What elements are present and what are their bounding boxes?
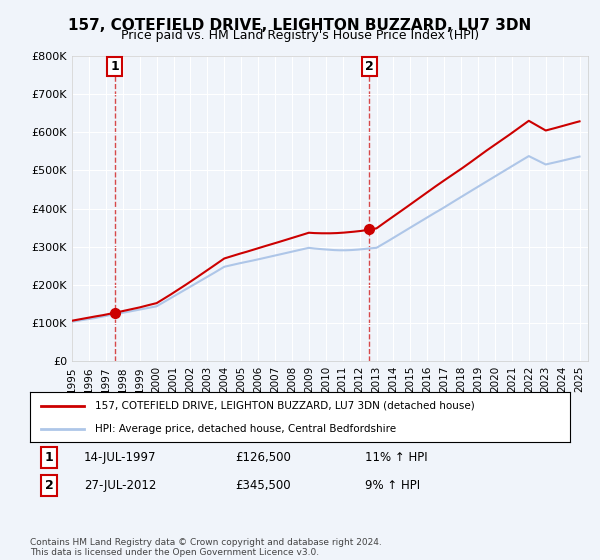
Text: £126,500: £126,500 (235, 451, 291, 464)
Text: 1: 1 (110, 60, 119, 73)
Text: HPI: Average price, detached house, Central Bedfordshire: HPI: Average price, detached house, Cent… (95, 424, 396, 434)
Text: 11% ↑ HPI: 11% ↑ HPI (365, 451, 427, 464)
Text: 157, COTEFIELD DRIVE, LEIGHTON BUZZARD, LU7 3DN: 157, COTEFIELD DRIVE, LEIGHTON BUZZARD, … (68, 18, 532, 33)
Text: £345,500: £345,500 (235, 479, 291, 492)
Text: 2: 2 (365, 60, 374, 73)
Text: 27-JUL-2012: 27-JUL-2012 (84, 479, 157, 492)
Text: 2: 2 (44, 479, 53, 492)
Text: Price paid vs. HM Land Registry's House Price Index (HPI): Price paid vs. HM Land Registry's House … (121, 29, 479, 42)
Text: 1: 1 (44, 451, 53, 464)
Text: 157, COTEFIELD DRIVE, LEIGHTON BUZZARD, LU7 3DN (detached house): 157, COTEFIELD DRIVE, LEIGHTON BUZZARD, … (95, 400, 475, 410)
Text: Contains HM Land Registry data © Crown copyright and database right 2024.
This d: Contains HM Land Registry data © Crown c… (30, 538, 382, 557)
Text: 9% ↑ HPI: 9% ↑ HPI (365, 479, 420, 492)
Text: 14-JUL-1997: 14-JUL-1997 (84, 451, 157, 464)
